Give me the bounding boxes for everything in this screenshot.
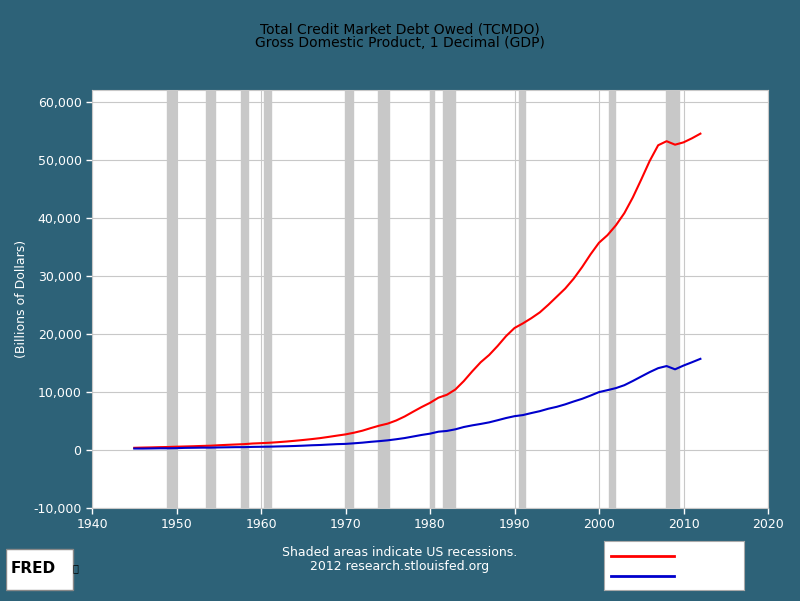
Text: Shaded areas indicate US recessions.: Shaded areas indicate US recessions.: [282, 546, 518, 559]
Text: FRED: FRED: [11, 561, 56, 576]
Text: Total Credit Market Debt Owed (TCMDO): Total Credit Market Debt Owed (TCMDO): [260, 22, 540, 36]
Bar: [430, 90, 434, 508]
Bar: [609, 90, 615, 508]
Bar: [442, 90, 454, 508]
Bar: [263, 90, 271, 508]
Y-axis label: (Billions of Dollars): (Billions of Dollars): [14, 240, 28, 358]
Text: 📈: 📈: [73, 564, 78, 573]
Bar: [518, 90, 525, 508]
Bar: [167, 90, 176, 508]
Bar: [666, 90, 679, 508]
Bar: [241, 90, 248, 508]
Bar: [206, 90, 214, 508]
Bar: [378, 90, 390, 508]
Text: Gross Domestic Product, 1 Decimal (GDP): Gross Domestic Product, 1 Decimal (GDP): [255, 36, 545, 50]
Bar: [345, 90, 353, 508]
Text: 2012 research.stlouisfed.org: 2012 research.stlouisfed.org: [310, 560, 490, 573]
FancyBboxPatch shape: [6, 549, 73, 590]
